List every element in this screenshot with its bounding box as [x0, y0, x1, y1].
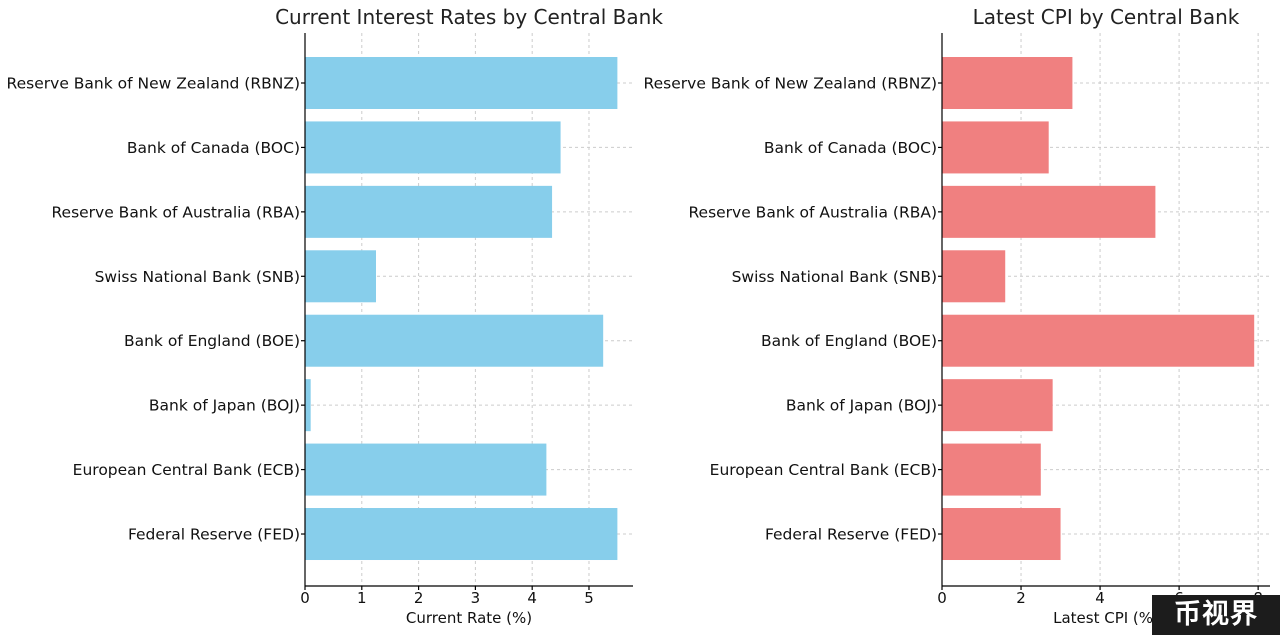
bar [942, 121, 1049, 174]
x-tick-label: 0 [937, 589, 947, 607]
category-label: Bank of Canada (BOC) [764, 139, 937, 157]
bar [305, 250, 376, 303]
x-tick-label: 4 [1095, 589, 1105, 607]
category-label: Bank of Canada (BOC) [127, 139, 300, 157]
x-axis-label: Latest CPI (%) [1053, 609, 1159, 627]
bar [305, 314, 604, 367]
bar [942, 57, 1073, 109]
bar [942, 185, 1156, 238]
category-label: Reserve Bank of Australia (RBA) [51, 203, 300, 221]
category-label: Federal Reserve (FED) [765, 526, 937, 544]
category-label: Reserve Bank of New Zealand (RBNZ) [7, 75, 300, 93]
bar [305, 443, 547, 496]
x-tick-label: 2 [1016, 589, 1026, 607]
bar [305, 121, 561, 174]
chart-title: Current Interest Rates by Central Bank [275, 5, 663, 29]
bar [305, 508, 618, 561]
bar [942, 379, 1053, 432]
category-label: European Central Bank (ECB) [710, 461, 937, 479]
category-label: Reserve Bank of Australia (RBA) [688, 203, 937, 221]
chart-title: Latest CPI by Central Bank [973, 5, 1240, 29]
chart-panel-1: Current Interest Rates by Central Bank Re… [7, 5, 664, 627]
bar [942, 250, 1006, 303]
watermark-logo: 币视界 [1152, 595, 1280, 635]
x-tick-label: 5 [584, 589, 594, 607]
category-label: Federal Reserve (FED) [128, 526, 300, 544]
bar [942, 314, 1255, 367]
bar [942, 443, 1041, 496]
category-label: Bank of Japan (BOJ) [786, 397, 937, 415]
category-label: Bank of Japan (BOJ) [149, 397, 300, 415]
bar [942, 508, 1061, 561]
x-tick-label: 1 [357, 589, 367, 607]
category-label: European Central Bank (ECB) [73, 461, 300, 479]
category-label: Reserve Bank of New Zealand (RBNZ) [644, 75, 937, 93]
x-tick-label: 4 [527, 589, 537, 607]
bar [305, 57, 618, 109]
bar [305, 379, 311, 432]
bar [305, 185, 553, 238]
category-label: Swiss National Bank (SNB) [95, 268, 300, 286]
x-tick-label: 0 [300, 589, 310, 607]
x-tick-label: 2 [414, 589, 424, 607]
category-label: Bank of England (BOE) [761, 332, 937, 350]
chart-panel-2: Latest CPI by Central Bank Reserve Bank o… [644, 5, 1270, 627]
category-label: Bank of England (BOE) [124, 332, 300, 350]
category-label: Swiss National Bank (SNB) [732, 268, 937, 286]
x-tick-label: 3 [471, 589, 481, 607]
x-axis-label: Current Rate (%) [406, 609, 532, 627]
